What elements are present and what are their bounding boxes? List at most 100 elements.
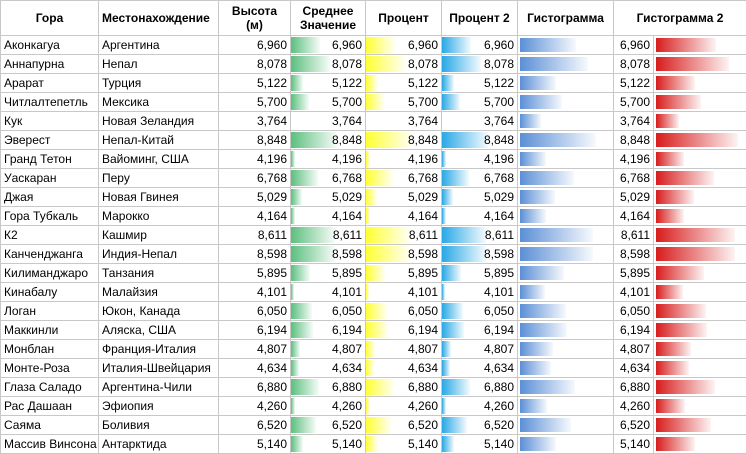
cell-height[interactable]: 6,050 xyxy=(219,302,291,321)
cell-location[interactable]: Аргентина-Чили xyxy=(99,378,219,397)
cell-histogram2-value[interactable]: 6,768 xyxy=(614,169,654,188)
cell-histogram2-value[interactable]: 6,960 xyxy=(614,36,654,55)
cell-percent2[interactable]: 5,029 xyxy=(442,188,518,207)
cell-histogram2[interactable] xyxy=(654,74,746,93)
header-histogram2[interactable]: Гистограмма 2 xyxy=(614,1,746,36)
cell-histogram[interactable] xyxy=(518,264,614,283)
cell-location[interactable]: Боливия xyxy=(99,416,219,435)
cell-histogram[interactable] xyxy=(518,321,614,340)
cell-height[interactable]: 4,807 xyxy=(219,340,291,359)
cell-percent2[interactable]: 8,611 xyxy=(442,226,518,245)
header-height[interactable]: Высота (м) xyxy=(219,1,291,36)
cell-percent[interactable]: 6,768 xyxy=(366,169,442,188)
cell-height[interactable]: 4,634 xyxy=(219,359,291,378)
cell-histogram2[interactable] xyxy=(654,93,746,112)
cell-histogram2-value[interactable]: 8,848 xyxy=(614,131,654,150)
cell-location[interactable]: Франция-Италия xyxy=(99,340,219,359)
cell-average[interactable]: 5,700 xyxy=(291,93,366,112)
cell-histogram2-value[interactable]: 4,634 xyxy=(614,359,654,378)
cell-percent[interactable]: 4,196 xyxy=(366,150,442,169)
cell-percent2[interactable]: 5,700 xyxy=(442,93,518,112)
cell-height[interactable]: 4,101 xyxy=(219,283,291,302)
cell-histogram2-value[interactable]: 5,122 xyxy=(614,74,654,93)
cell-histogram2-value[interactable]: 8,611 xyxy=(614,226,654,245)
cell-location[interactable]: Мексика xyxy=(99,93,219,112)
header-percent[interactable]: Процент xyxy=(366,1,442,36)
cell-height[interactable]: 3,764 xyxy=(219,112,291,131)
cell-percent2[interactable]: 8,848 xyxy=(442,131,518,150)
cell-location[interactable]: Непал xyxy=(99,55,219,74)
cell-histogram[interactable] xyxy=(518,55,614,74)
cell-histogram2[interactable] xyxy=(654,378,746,397)
cell-histogram2[interactable] xyxy=(654,207,746,226)
cell-average[interactable]: 8,848 xyxy=(291,131,366,150)
cell-histogram[interactable] xyxy=(518,378,614,397)
cell-average[interactable]: 4,101 xyxy=(291,283,366,302)
cell-percent[interactable]: 5,895 xyxy=(366,264,442,283)
cell-height[interactable]: 6,768 xyxy=(219,169,291,188)
cell-height[interactable]: 6,880 xyxy=(219,378,291,397)
cell-histogram[interactable] xyxy=(518,397,614,416)
cell-mountain[interactable]: Эверест xyxy=(1,131,99,150)
cell-mountain[interactable]: Аннапурна xyxy=(1,55,99,74)
cell-average[interactable]: 4,807 xyxy=(291,340,366,359)
cell-histogram2[interactable] xyxy=(654,397,746,416)
cell-average[interactable]: 5,122 xyxy=(291,74,366,93)
cell-percent[interactable]: 4,260 xyxy=(366,397,442,416)
cell-histogram2[interactable] xyxy=(654,245,746,264)
cell-mountain[interactable]: Канченджанга xyxy=(1,245,99,264)
cell-percent2[interactable]: 6,050 xyxy=(442,302,518,321)
cell-histogram2-value[interactable]: 4,807 xyxy=(614,340,654,359)
cell-histogram[interactable] xyxy=(518,74,614,93)
cell-histogram2-value[interactable]: 5,700 xyxy=(614,93,654,112)
cell-histogram2[interactable] xyxy=(654,283,746,302)
cell-percent[interactable]: 6,960 xyxy=(366,36,442,55)
cell-histogram[interactable] xyxy=(518,131,614,150)
cell-location[interactable]: Новая Гвинея xyxy=(99,188,219,207)
cell-percent[interactable]: 5,122 xyxy=(366,74,442,93)
cell-histogram2[interactable] xyxy=(654,359,746,378)
cell-percent2[interactable]: 4,260 xyxy=(442,397,518,416)
cell-percent2[interactable]: 5,895 xyxy=(442,264,518,283)
cell-average[interactable]: 4,634 xyxy=(291,359,366,378)
cell-location[interactable]: Турция xyxy=(99,74,219,93)
cell-mountain[interactable]: Читлалтепетль xyxy=(1,93,99,112)
cell-percent[interactable]: 6,880 xyxy=(366,378,442,397)
cell-average[interactable]: 5,029 xyxy=(291,188,366,207)
cell-histogram2[interactable] xyxy=(654,264,746,283)
cell-percent[interactable]: 4,101 xyxy=(366,283,442,302)
cell-histogram2-value[interactable]: 8,078 xyxy=(614,55,654,74)
cell-percent2[interactable]: 4,164 xyxy=(442,207,518,226)
cell-histogram2[interactable] xyxy=(654,131,746,150)
cell-height[interactable]: 6,194 xyxy=(219,321,291,340)
cell-histogram2[interactable] xyxy=(654,112,746,131)
cell-histogram2-value[interactable]: 6,880 xyxy=(614,378,654,397)
cell-histogram[interactable] xyxy=(518,112,614,131)
cell-height[interactable]: 5,140 xyxy=(219,435,291,454)
cell-height[interactable]: 8,598 xyxy=(219,245,291,264)
cell-average[interactable]: 6,520 xyxy=(291,416,366,435)
cell-histogram[interactable] xyxy=(518,188,614,207)
cell-histogram[interactable] xyxy=(518,359,614,378)
cell-histogram[interactable] xyxy=(518,93,614,112)
cell-average[interactable]: 5,140 xyxy=(291,435,366,454)
cell-location[interactable]: Новая Зеландия xyxy=(99,112,219,131)
cell-histogram[interactable] xyxy=(518,36,614,55)
cell-height[interactable]: 4,196 xyxy=(219,150,291,169)
cell-percent2[interactable]: 3,764 xyxy=(442,112,518,131)
cell-percent[interactable]: 4,634 xyxy=(366,359,442,378)
cell-average[interactable]: 6,194 xyxy=(291,321,366,340)
cell-mountain[interactable]: Джая xyxy=(1,188,99,207)
cell-histogram2-value[interactable]: 8,598 xyxy=(614,245,654,264)
cell-percent2[interactable]: 8,598 xyxy=(442,245,518,264)
cell-histogram2[interactable] xyxy=(654,302,746,321)
cell-percent[interactable]: 8,848 xyxy=(366,131,442,150)
cell-histogram2[interactable] xyxy=(654,36,746,55)
cell-histogram[interactable] xyxy=(518,150,614,169)
cell-average[interactable]: 6,960 xyxy=(291,36,366,55)
cell-histogram2-value[interactable]: 4,196 xyxy=(614,150,654,169)
cell-histogram[interactable] xyxy=(518,416,614,435)
cell-histogram2-value[interactable]: 6,520 xyxy=(614,416,654,435)
cell-mountain[interactable]: Саяма xyxy=(1,416,99,435)
cell-height[interactable]: 8,078 xyxy=(219,55,291,74)
